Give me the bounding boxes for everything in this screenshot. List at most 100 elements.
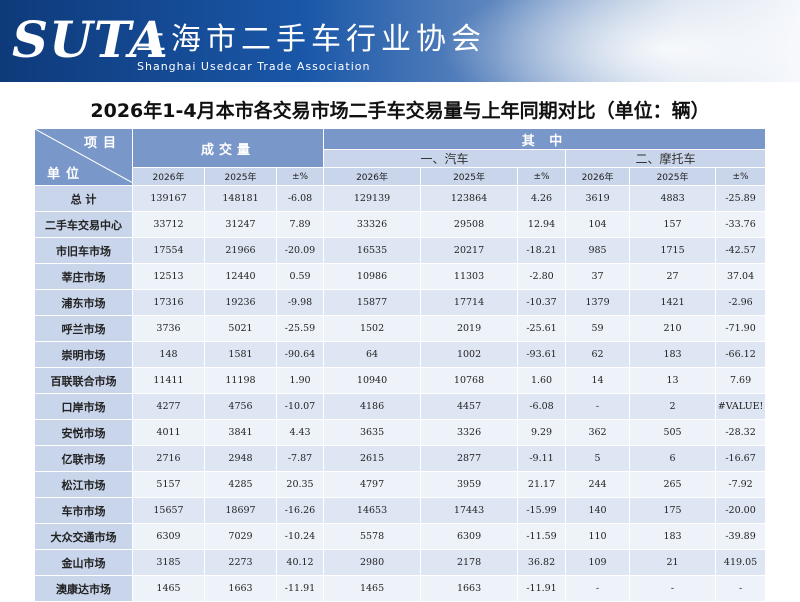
table-cell: 11303 bbox=[420, 263, 519, 290]
table-cell: 11198 bbox=[204, 367, 277, 394]
table-cell: -11.59 bbox=[517, 523, 567, 550]
table-cell: 1663 bbox=[420, 575, 519, 602]
table-cell: 21966 bbox=[204, 237, 277, 264]
table-cell: 11411 bbox=[132, 367, 205, 394]
table-cell: 1002 bbox=[420, 341, 519, 368]
table-cell: 17443 bbox=[420, 497, 519, 524]
table-cell: 109 bbox=[565, 549, 631, 576]
table-row: 车市市场 15657 18697 -16.26 14653 17443 -15.99 140 1… bbox=[34, 497, 767, 524]
group-header-total: 成交量 bbox=[131, 128, 325, 168]
table-cell: -11.91 bbox=[517, 575, 567, 602]
col-header: 2025年 bbox=[629, 167, 717, 186]
header-banner: SUTA 上海市二手车行业协会 Shanghai Usedcar Trade A… bbox=[0, 0, 800, 82]
table-cell: 37.04 bbox=[715, 263, 767, 290]
row-label: 车市市场 bbox=[34, 497, 133, 524]
table-cell: 129139 bbox=[323, 185, 422, 212]
table-cell: 3635 bbox=[323, 419, 422, 446]
table-cell: 10986 bbox=[323, 263, 422, 290]
col-header: ±% bbox=[715, 167, 767, 186]
table-row: 总 计 139167 148181 -6.08 129139 123864 4.26 3619… bbox=[34, 185, 767, 212]
table-cell: -28.32 bbox=[715, 419, 767, 446]
table-cell: 5157 bbox=[132, 471, 205, 498]
table-cell: 10940 bbox=[323, 367, 422, 394]
table-cell: 5578 bbox=[323, 523, 422, 550]
association-name-cn: 上海市二手车行业协会 bbox=[136, 22, 486, 57]
table-cell: 244 bbox=[565, 471, 631, 498]
table-cell: 6309 bbox=[420, 523, 519, 550]
row-label: 崇明市场 bbox=[34, 341, 133, 368]
table-cell: -16.26 bbox=[275, 497, 325, 524]
transaction-table: 项目 单位 成交量 其 中 一、汽车 二、摩托车 2026年 2025年 ±% … bbox=[34, 128, 767, 602]
table-cell: 62 bbox=[565, 341, 631, 368]
table-cell: 1421 bbox=[629, 289, 717, 316]
table-cell: 5021 bbox=[204, 315, 277, 342]
table-cell: -6.08 bbox=[517, 393, 567, 420]
table-cell: 27 bbox=[629, 263, 717, 290]
table-cell: 29508 bbox=[420, 211, 519, 238]
table-cell: -20.09 bbox=[275, 237, 325, 264]
table-cell: 4883 bbox=[629, 185, 717, 212]
table-row: 二手车交易中心 33712 31247 7.89 33326 29508 12.94 104 1… bbox=[34, 211, 767, 238]
table-cell: 33712 bbox=[132, 211, 205, 238]
table-cell: 40.12 bbox=[275, 549, 325, 576]
table-cell: 21 bbox=[629, 549, 717, 576]
table-cell: -25.89 bbox=[715, 185, 767, 212]
table-cell: 15657 bbox=[132, 497, 205, 524]
table-cell: 4011 bbox=[132, 419, 205, 446]
row-label: 百联联合市场 bbox=[34, 367, 133, 394]
table-cell: -93.61 bbox=[517, 341, 567, 368]
table-cell: -71.90 bbox=[715, 315, 767, 342]
table-cell: 14653 bbox=[323, 497, 422, 524]
table-cell: -42.57 bbox=[715, 237, 767, 264]
row-label: 莘庄市场 bbox=[34, 263, 133, 290]
table-cell: 148181 bbox=[204, 185, 277, 212]
table-cell: 1379 bbox=[565, 289, 631, 316]
table-cell: 4277 bbox=[132, 393, 205, 420]
table-cell: 505 bbox=[629, 419, 717, 446]
diagonal-divider bbox=[35, 129, 132, 183]
table-cell: -2.96 bbox=[715, 289, 767, 316]
table-cell: 7.89 bbox=[275, 211, 325, 238]
table-cell: -15.99 bbox=[517, 497, 567, 524]
row-label: 口岸市场 bbox=[34, 393, 133, 420]
table-cell: -18.21 bbox=[517, 237, 567, 264]
table-cell: -39.89 bbox=[715, 523, 767, 550]
table-cell: 15877 bbox=[323, 289, 422, 316]
table-cell: 2615 bbox=[323, 445, 422, 472]
table-cell: 4457 bbox=[420, 393, 519, 420]
table-cell: 175 bbox=[629, 497, 717, 524]
row-label: 金山市场 bbox=[34, 549, 133, 576]
table-cell: 1502 bbox=[323, 315, 422, 342]
table-cell: -33.76 bbox=[715, 211, 767, 238]
table-cell: 2716 bbox=[132, 445, 205, 472]
table-cell: 6309 bbox=[132, 523, 205, 550]
table-row: 崇明市场 148 1581 -90.64 64 1002 -93.61 62 183 -66.12 bbox=[34, 341, 767, 368]
table-cell: -6.08 bbox=[275, 185, 325, 212]
row-label: 呼兰市场 bbox=[34, 315, 133, 342]
table-cell: 3326 bbox=[420, 419, 519, 446]
table-cell: 7029 bbox=[204, 523, 277, 550]
table-cell: -25.61 bbox=[517, 315, 567, 342]
table-cell: 362 bbox=[565, 419, 631, 446]
table-cell: 2877 bbox=[420, 445, 519, 472]
table-cell: 20217 bbox=[420, 237, 519, 264]
col-header: ±% bbox=[517, 167, 567, 186]
table-cell: 4285 bbox=[204, 471, 277, 498]
table-cell: 123864 bbox=[420, 185, 519, 212]
table-cell: 10768 bbox=[420, 367, 519, 394]
table-cell: -10.37 bbox=[517, 289, 567, 316]
table-cell: -90.64 bbox=[275, 341, 325, 368]
table-cell: -2.80 bbox=[517, 263, 567, 290]
table-row: 安悦市场 4011 3841 4.43 3635 3326 9.29 362 505 -28.32 bbox=[34, 419, 767, 446]
table-cell: 3619 bbox=[565, 185, 631, 212]
table-cell: 12.94 bbox=[517, 211, 567, 238]
col-header: 2025年 bbox=[420, 167, 519, 186]
table-cell: 1.90 bbox=[275, 367, 325, 394]
table-row: 口岸市场 4277 4756 -10.07 4186 4457 -6.08-2 #VALUE! bbox=[34, 393, 767, 420]
table-cell: -11.91 bbox=[275, 575, 325, 602]
table-cell: 4756 bbox=[204, 393, 277, 420]
table-cell: 17316 bbox=[132, 289, 205, 316]
table-cell: 1715 bbox=[629, 237, 717, 264]
table-cell: 2178 bbox=[420, 549, 519, 576]
table-cell: 2948 bbox=[204, 445, 277, 472]
